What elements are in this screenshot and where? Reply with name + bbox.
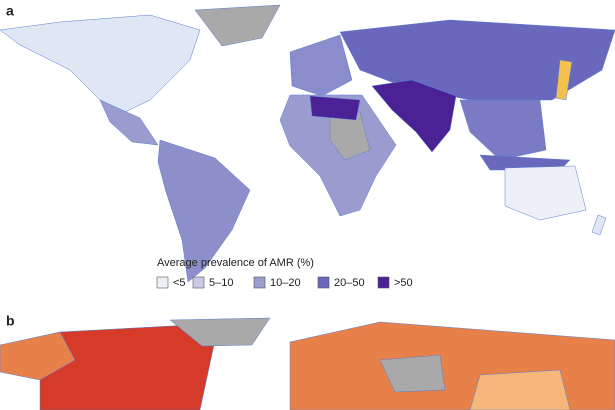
legend: <5 5–10 10–20 20–50 >50	[156, 276, 413, 289]
europe	[289, 34, 353, 97]
africa	[279, 94, 397, 217]
panel-label: a	[6, 3, 14, 19]
legend-swatch	[317, 276, 330, 289]
china-b	[469, 369, 571, 410]
legend-label: 5–10	[209, 277, 233, 289]
north-africa	[309, 95, 361, 121]
canada-us	[39, 324, 216, 410]
legend-label: <5	[173, 277, 186, 289]
russia-asia	[339, 19, 615, 101]
south-america	[157, 139, 251, 283]
map-b	[0, 317, 615, 410]
new-zealand	[591, 214, 607, 236]
australia	[504, 165, 587, 221]
southeast-asia	[459, 99, 547, 161]
north-america	[0, 14, 201, 113]
greenland	[194, 4, 281, 47]
legend-swatch	[253, 276, 266, 289]
japan	[555, 59, 573, 101]
gray-region	[379, 354, 446, 393]
map-a	[0, 4, 615, 283]
panel-label: b	[6, 313, 15, 329]
legend-swatch	[156, 276, 169, 289]
south-asia	[371, 79, 457, 153]
legend-swatch	[192, 276, 205, 289]
legend-label: >50	[394, 277, 413, 289]
legend-title: Average prevalence of AMR (%)	[157, 257, 314, 269]
legend-label: 20–50	[334, 277, 365, 289]
legend-swatch	[377, 276, 390, 289]
central-america	[99, 99, 159, 146]
greenland-b	[169, 317, 271, 347]
legend-label: 10–20	[270, 277, 301, 289]
